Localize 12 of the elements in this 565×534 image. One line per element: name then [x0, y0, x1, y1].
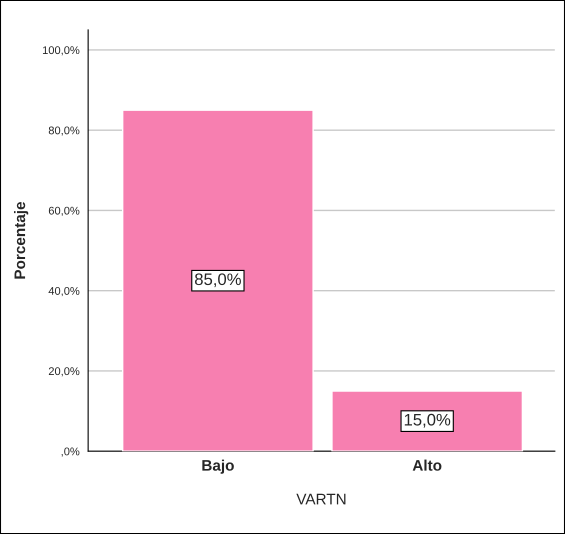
y-tick-label: ,0% — [62, 447, 80, 457]
y-tick-label: 100,0% — [42, 46, 80, 56]
x-tick-label: Bajo — [202, 460, 234, 474]
data-label: 85,0% — [194, 273, 241, 288]
y-tick-label: 80,0% — [48, 126, 80, 136]
y-axis-title: Porcentaje — [14, 202, 28, 279]
data-label: 15,0% — [404, 414, 450, 428]
y-tick-label: 40,0% — [48, 286, 80, 296]
y-tick-label: 60,0% — [48, 206, 80, 216]
y-tick-label: 20,0% — [48, 367, 80, 376]
x-axis-title: VARTN — [296, 494, 346, 504]
x-tick-label: Alto — [412, 460, 442, 471]
